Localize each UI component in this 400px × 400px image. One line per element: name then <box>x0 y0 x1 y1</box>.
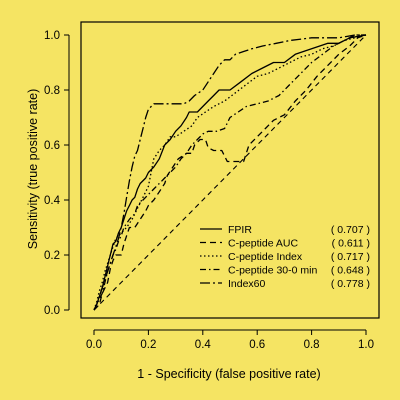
x-axis-label: 1 - Specificity (false positive rate) <box>137 367 320 381</box>
legend-auc-value: ( 0.611 ) <box>332 238 370 250</box>
y-tick-label: 0.4 <box>44 195 61 207</box>
legend-series-name: FPIR <box>228 224 252 236</box>
series-line-1 <box>93 34 367 311</box>
legend: FPIR ( 0.707 ) C-peptide AUC ( 0.611 ) C-pep… <box>200 224 370 290</box>
x-tick-label: 0.4 <box>195 339 212 351</box>
y-axis-label: Sensitivity (true positive rate) <box>26 89 40 249</box>
legend-series-name: C-peptide AUC <box>228 238 298 250</box>
series-line-5 <box>93 34 366 311</box>
chance-diagonal-line <box>93 34 367 311</box>
x-tick-label: 0.6 <box>249 339 265 351</box>
legend-auc-value: ( 0.778 ) <box>331 278 370 290</box>
x-tick-label: 0.2 <box>140 339 156 351</box>
legend-series-name: C-peptide 30-0 min <box>228 265 317 277</box>
legend-series-name: Index60 <box>228 278 266 290</box>
y-tick-label: 0.2 <box>44 250 60 262</box>
x-tick-label: 0.0 <box>86 339 102 351</box>
legend-auc-value: ( 0.648 ) <box>331 265 370 277</box>
y-tick-label: 0.6 <box>44 140 60 152</box>
x-tick-label: 0.8 <box>304 339 320 351</box>
series-lines <box>93 34 367 311</box>
y-tick-label: 0.8 <box>44 85 60 97</box>
legend-auc-value: ( 0.707 ) <box>331 224 370 236</box>
y-tick-label: 0.0 <box>44 305 60 317</box>
plot-frame <box>80 21 380 319</box>
reference-line <box>93 34 367 311</box>
legend-series-name: C-peptide Index <box>228 251 303 263</box>
axes: 0.0 0.2 0.4 0.6 0.8 1.0 0.0 0.2 0.4 0.6 0.8 1.0 <box>44 21 380 351</box>
y-tick-label: 1.0 <box>44 30 60 42</box>
x-tick-label: 1.0 <box>358 339 374 351</box>
legend-auc-value: ( 0.717 ) <box>331 251 370 263</box>
